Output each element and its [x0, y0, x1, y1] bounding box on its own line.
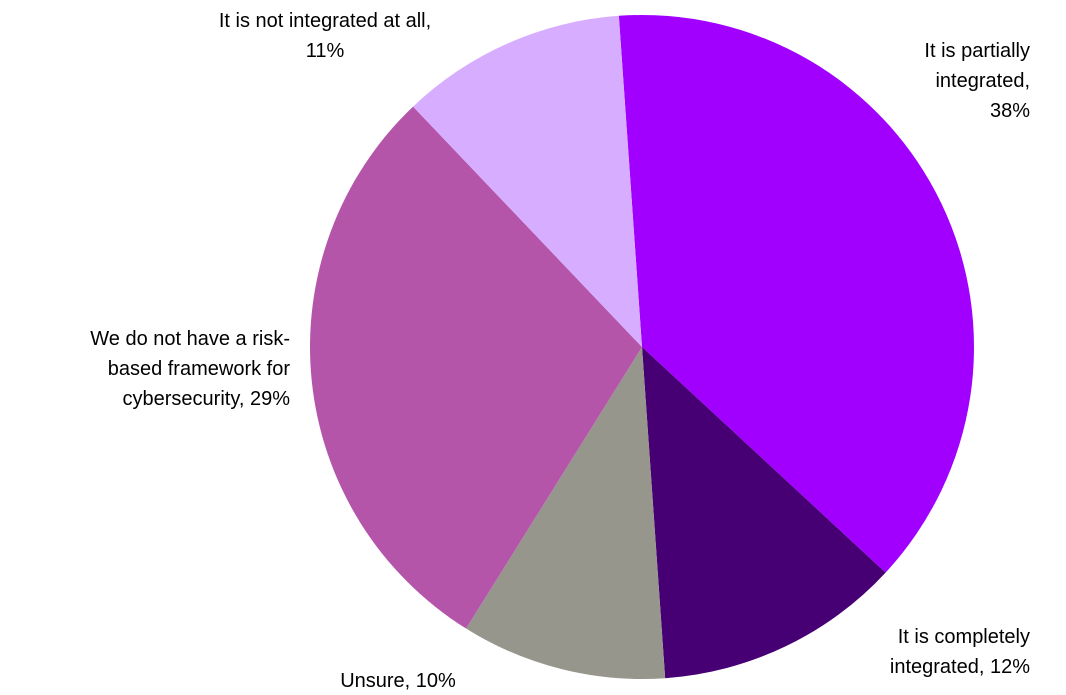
pie-slice-unsure — [466, 347, 666, 679]
slice-label-unsure: Unsure, 10% — [308, 666, 488, 695]
label-line: It is completely — [897, 626, 1030, 648]
label-line: It is partially — [924, 40, 1030, 62]
label-line: We do not have a risk- — [90, 328, 290, 350]
label-line: Unsure, 10% — [340, 670, 456, 692]
slice-label-partially-integrated: It is partially integrated, 38% — [860, 36, 1030, 126]
label-line: 11% — [305, 40, 345, 62]
label-line: based framework for — [107, 358, 290, 380]
slice-label-no-framework: We do not have a risk- based framework f… — [20, 324, 290, 414]
pie-slice-it-is-partially-integrated — [618, 15, 974, 573]
pie-slice-it-is-not-integrated-at-all — [413, 15, 642, 348]
slice-label-not-integrated: It is not integrated at all, 11% — [160, 6, 490, 66]
label-line: integrated, — [935, 70, 1030, 92]
pie-slice-we-do-not-have-a-risk-based-framework-for-cybersecurity — [310, 106, 642, 629]
label-line: 38% — [989, 100, 1030, 122]
label-line: cybersecurity, 29% — [122, 388, 290, 410]
label-line: integrated, 12% — [889, 656, 1030, 678]
slice-label-completely-integrated: It is completely integrated, 12% — [780, 622, 1030, 682]
pie-slice-it-is-completely-integrated — [642, 347, 886, 679]
label-line: It is not integrated at all, — [218, 10, 432, 32]
